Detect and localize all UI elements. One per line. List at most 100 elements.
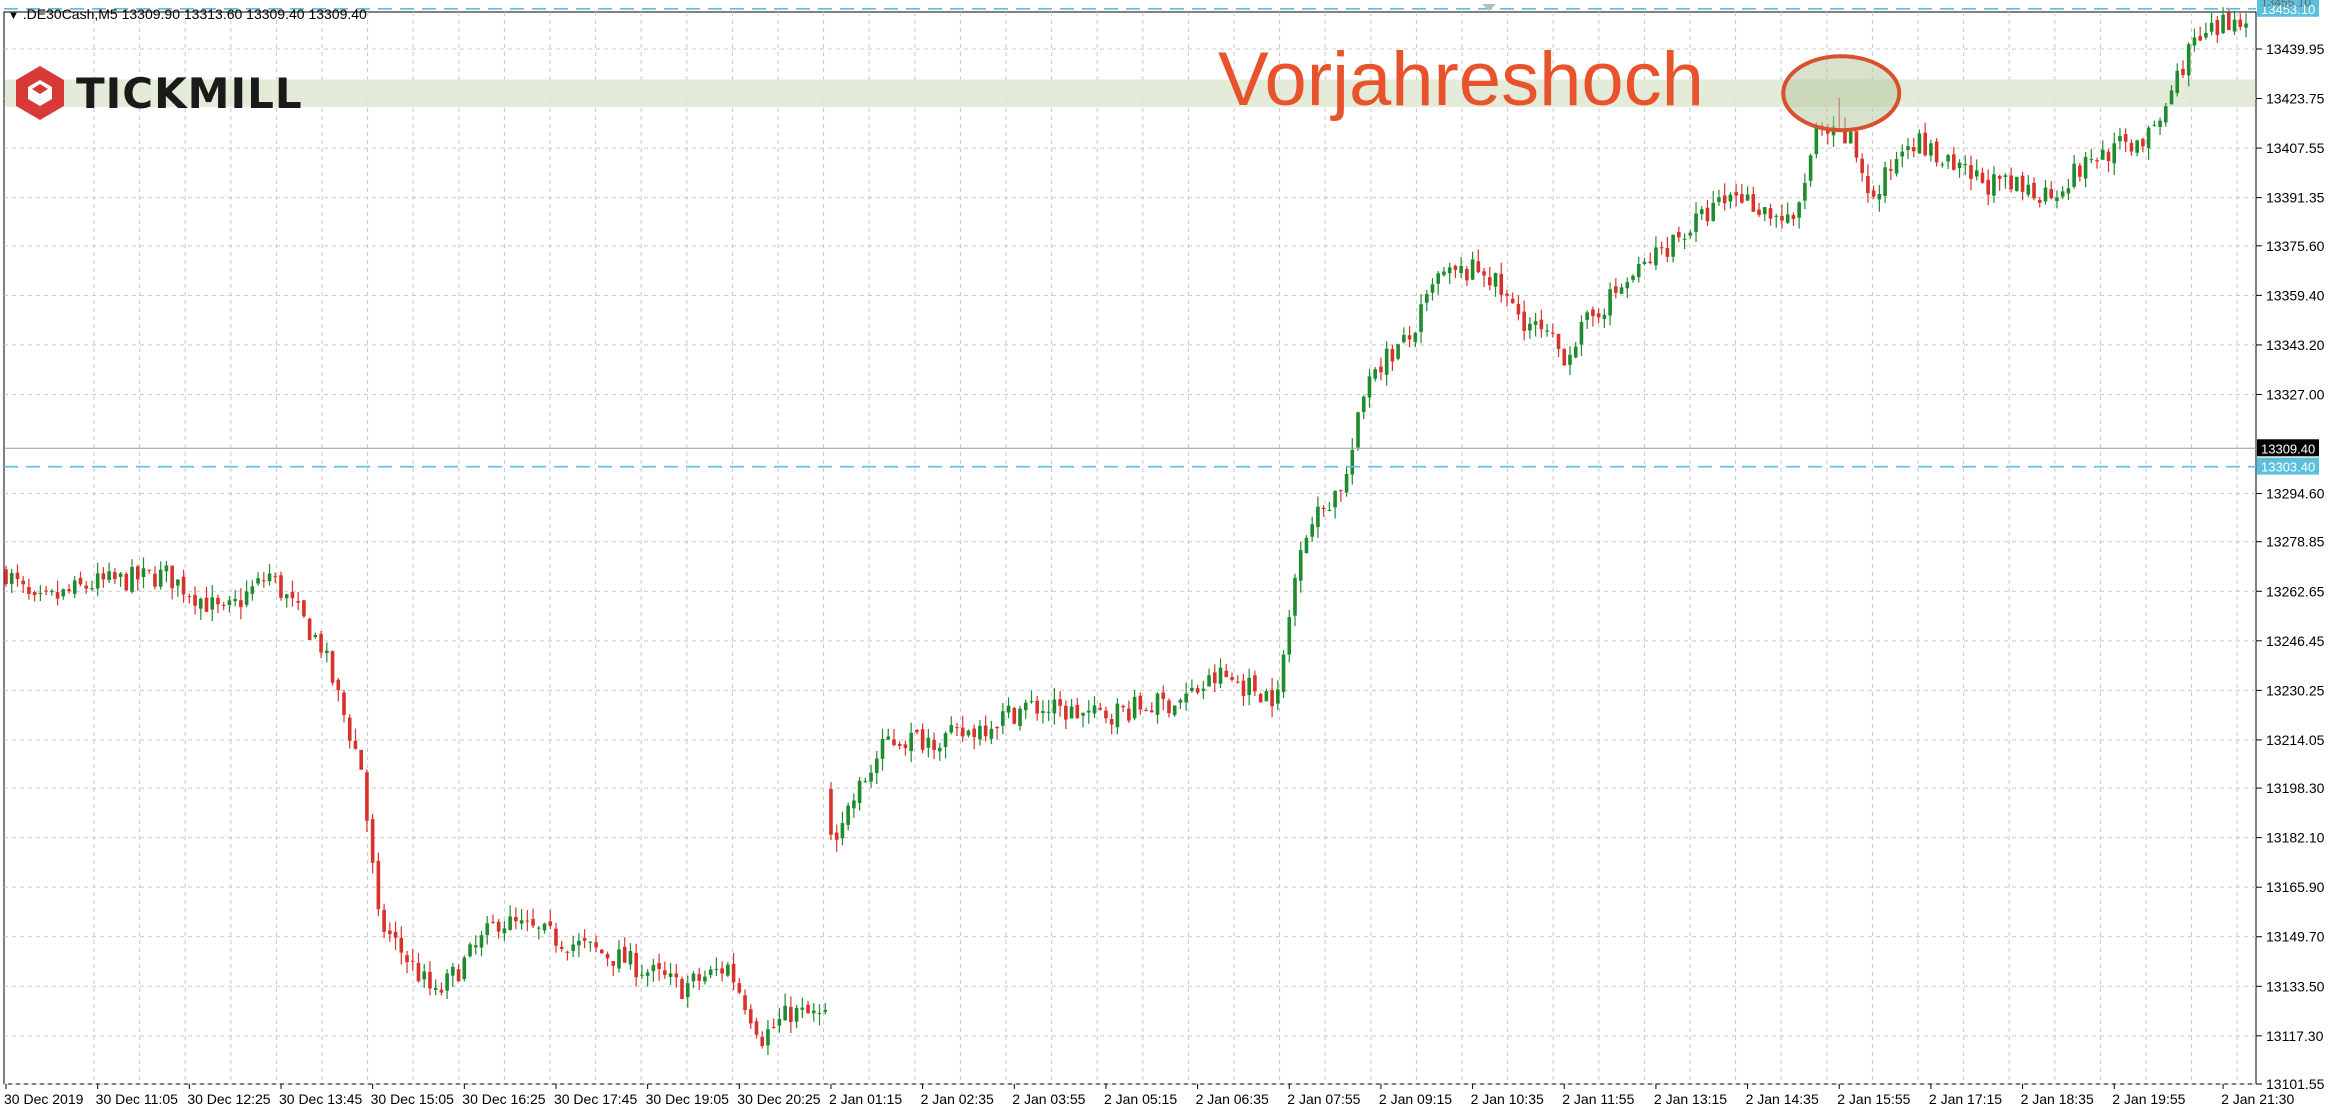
- price-level-label-box: [2257, 0, 2319, 17]
- candle-up: [2015, 176, 2019, 192]
- candle-down: [27, 587, 31, 594]
- candle-down: [1321, 507, 1326, 510]
- candle-down: [101, 573, 106, 580]
- candle-down: [262, 580, 266, 582]
- candle-down: [221, 604, 226, 606]
- candle-down: [290, 591, 295, 599]
- candle-up: [1367, 376, 1372, 398]
- candle-up: [1602, 314, 1607, 319]
- candle-up: [909, 732, 913, 752]
- y-tick-label: 13246.45: [2266, 633, 2325, 649]
- candle-up: [1092, 705, 1097, 714]
- candle-up: [1528, 323, 1532, 331]
- candle-up: [691, 973, 696, 982]
- candle-up: [141, 568, 146, 578]
- candle-up: [256, 578, 260, 584]
- candle-down: [399, 937, 404, 953]
- candle-up: [1711, 202, 1716, 221]
- candle-up: [1276, 689, 1280, 704]
- candle-up: [1023, 702, 1028, 711]
- candle-down: [1516, 304, 1521, 315]
- candle-up: [1069, 706, 1074, 719]
- candle-up: [823, 1009, 828, 1012]
- candle-up: [1356, 412, 1360, 448]
- candle-up: [2152, 124, 2157, 126]
- candle-up: [284, 594, 289, 599]
- candle-up: [2112, 143, 2117, 164]
- candle-up: [1218, 667, 1223, 684]
- candle-down: [1465, 269, 1469, 281]
- candle-down: [1980, 172, 1985, 183]
- y-tick-label: 13327.00: [2266, 386, 2325, 402]
- candle-down: [1390, 349, 1395, 362]
- candle-down: [1161, 692, 1166, 699]
- candle-up: [1310, 524, 1314, 537]
- x-tick-label: 30 Dec 2019: [4, 1091, 84, 1107]
- candle-down: [2106, 151, 2111, 162]
- candle-down: [1854, 131, 1859, 158]
- price-level-label: 13453.10: [2261, 2, 2315, 17]
- candle-down: [44, 590, 48, 592]
- candle-up: [130, 567, 134, 592]
- candle-down: [239, 600, 243, 608]
- candle-down: [1591, 309, 1595, 317]
- candle-down: [2078, 165, 2082, 177]
- y-tick-label: 13182.10: [2266, 830, 2325, 846]
- candle-up: [2072, 163, 2076, 187]
- candle-down: [21, 580, 25, 585]
- candle-up: [1774, 215, 1779, 217]
- candle-down: [187, 596, 192, 598]
- candle-down: [771, 1026, 776, 1028]
- candle-up: [473, 945, 478, 948]
- candle-up: [2083, 156, 2088, 179]
- x-tick-label: 2 Jan 17:15: [1929, 1091, 2002, 1107]
- candle-up: [1402, 334, 1406, 343]
- x-tick-label: 30 Dec 16:25: [462, 1091, 545, 1107]
- candle-down: [657, 963, 661, 969]
- candle-down: [2141, 139, 2145, 147]
- candle-down: [622, 946, 627, 963]
- candle-down: [170, 565, 174, 589]
- candle-up: [1906, 146, 1910, 151]
- candle-up: [1699, 209, 1704, 215]
- candle-up: [90, 588, 94, 590]
- candle-up: [1694, 213, 1698, 232]
- x-tick-label: 2 Jan 01:15: [829, 1091, 902, 1107]
- candle-up: [949, 725, 954, 733]
- candle-down: [1522, 311, 1526, 331]
- x-tick-label: 2 Jan 15:55: [1837, 1091, 1910, 1107]
- candle-up: [1344, 474, 1349, 493]
- candle-down: [1986, 179, 1990, 195]
- price-label-top-cut: 13455.10: [2261, 0, 2311, 10]
- resistance-zone: [5, 79, 2255, 107]
- tickmill-cube-icon: [16, 66, 64, 120]
- candle-down: [1127, 708, 1131, 721]
- candle-up: [502, 928, 507, 934]
- candle-up: [1333, 490, 1337, 508]
- candle-up: [645, 972, 650, 976]
- triangle-down-icon[interactable]: ▼: [8, 10, 19, 22]
- y-tick-label: 13149.70: [2266, 929, 2325, 945]
- annotation-title: Vorjahreshoch: [1218, 37, 1704, 122]
- x-tick-label: 2 Jan 13:15: [1654, 1091, 1727, 1107]
- candle-up: [485, 923, 490, 935]
- candle-down: [559, 946, 564, 949]
- y-tick-label: 13117.30: [2266, 1028, 2324, 1044]
- candle-down: [634, 952, 638, 978]
- candle-down: [1149, 710, 1154, 713]
- candle-up: [1533, 321, 1538, 325]
- candle-down: [1997, 176, 2002, 179]
- candle-up: [766, 1029, 770, 1046]
- candle-down: [393, 931, 398, 938]
- y-tick-label: 13294.60: [2266, 486, 2325, 502]
- candle-up: [1178, 700, 1183, 703]
- candle-down: [1505, 293, 1509, 296]
- candle-down: [491, 921, 495, 923]
- candle-down: [1659, 247, 1664, 249]
- candle-up: [1293, 577, 1297, 616]
- candle-up: [874, 758, 879, 774]
- candle-up: [1086, 710, 1091, 713]
- candle-down: [525, 920, 530, 922]
